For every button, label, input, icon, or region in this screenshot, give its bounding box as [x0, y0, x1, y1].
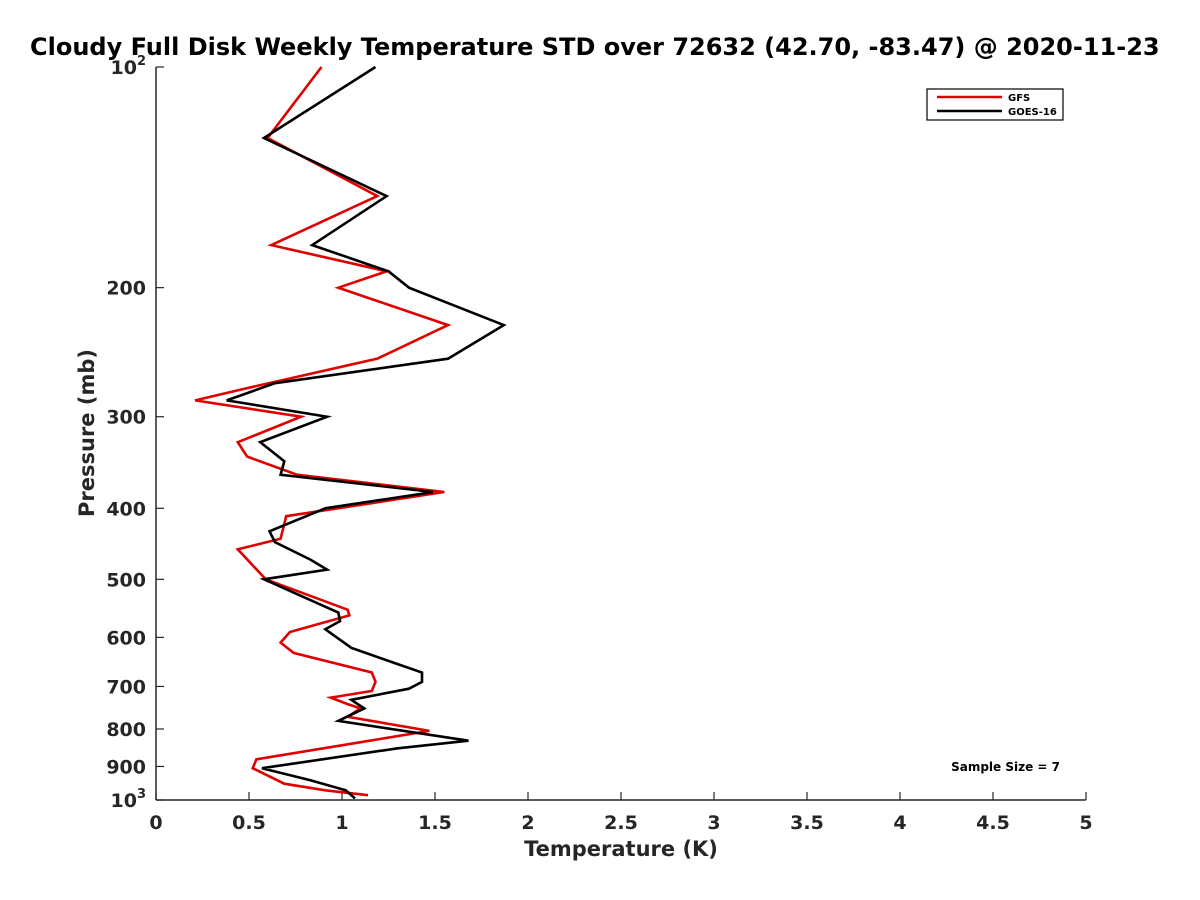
y-tick-label: 300	[106, 407, 146, 429]
y-tick-label: 200	[106, 278, 146, 300]
y-tick-exponent: 2	[137, 54, 146, 69]
sample-size-annotation: Sample Size = 7	[951, 760, 1060, 774]
legend-label: GOES-16	[1008, 107, 1057, 118]
x-tick-label: 3.5	[790, 812, 824, 834]
y-tick-exponent: 3	[137, 787, 146, 802]
x-axis-ticks: 0 0.5 1 1.5 2 2.5 3 3.5 4 4.5 5	[149, 792, 1093, 834]
x-tick-label: 2.5	[604, 812, 638, 834]
legend-box	[926, 88, 1064, 121]
x-tick-label: 3	[707, 812, 720, 834]
y-tick-label: 400	[106, 498, 146, 520]
x-tick-label: 0.5	[232, 812, 266, 834]
y-tick-base: 10	[111, 57, 137, 79]
y-tick-label: 600	[106, 627, 146, 649]
y-tick-label: 103	[111, 787, 147, 812]
series-lines	[194, 65, 507, 800]
y-tick-base: 10	[111, 790, 137, 812]
x-tick-label: 4	[893, 812, 906, 834]
x-tick-label: 0	[149, 812, 162, 834]
y-tick-label: 700	[106, 676, 146, 698]
y-axis-label: Pressure (mb)	[75, 349, 99, 517]
x-axis-label: Temperature (K)	[524, 837, 718, 861]
series-line-goes-16	[226, 65, 507, 800]
y-tick-label: 500	[106, 569, 146, 591]
chart-title: Cloudy Full Disk Weekly Temperature STD …	[30, 33, 1160, 61]
x-tick-label: 1.5	[418, 812, 452, 834]
x-tick-label: 5	[1079, 812, 1092, 834]
legend: GFS GOES-16	[926, 88, 1064, 121]
x-tick-label: 1	[335, 812, 348, 834]
y-tick-label: 102	[111, 54, 147, 79]
y-tick-label: 800	[106, 719, 146, 741]
x-tick-label: 4.5	[976, 812, 1010, 834]
legend-label: GFS	[1008, 93, 1030, 104]
y-tick-label: 900	[106, 756, 146, 778]
x-tick-label: 2	[521, 812, 534, 834]
